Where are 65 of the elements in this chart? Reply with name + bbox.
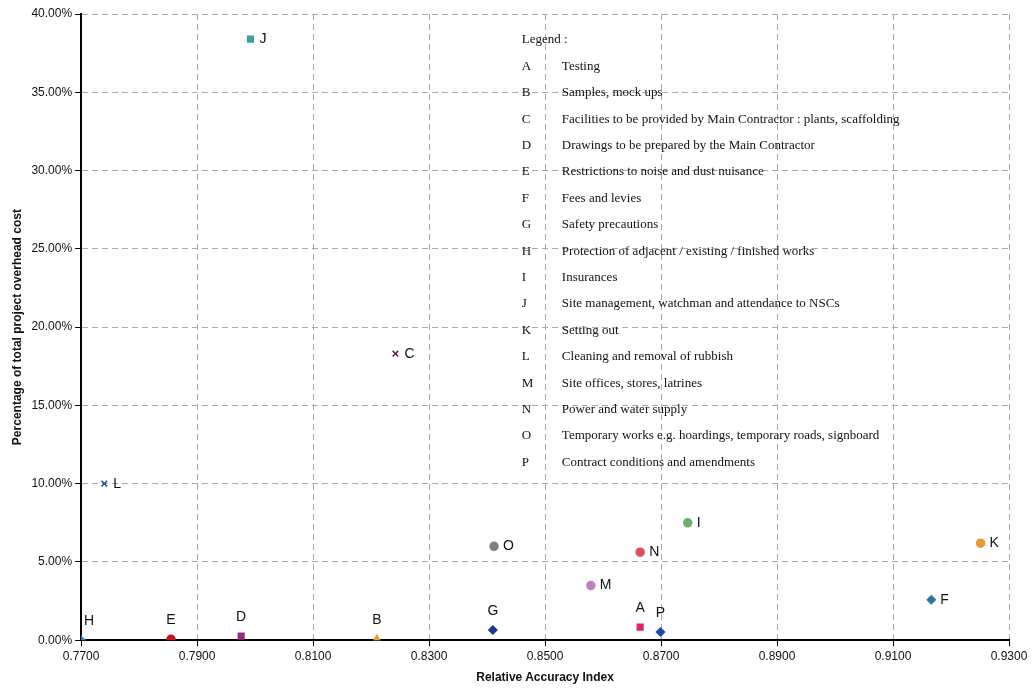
- text: N Power and water supply: [521, 401, 688, 417]
- x-axis-title: Relative Accuracy Index: [476, 670, 615, 685]
- series-label: N: [649, 543, 660, 560]
- series-label: O: [503, 537, 515, 554]
- series-label: D: [236, 607, 247, 624]
- series-label: K: [989, 534, 1000, 550]
- y-tick-label: 15.00%: [31, 397, 73, 412]
- series-label: C: [404, 344, 415, 361]
- series-label: E: [166, 611, 176, 628]
- series-label: I: [696, 513, 701, 530]
- text: K Setting out: [521, 321, 619, 337]
- y-tick-label: 40.00%: [31, 6, 73, 21]
- y-axis-title: Percentage of total project overhead cost: [9, 209, 24, 446]
- point: [246, 35, 255, 43]
- x-tick-label: 0.9300: [990, 648, 1028, 663]
- text: M Site offices, stores, latrines: [521, 374, 703, 390]
- point: [489, 541, 499, 552]
- y-tick-label: 20.00%: [31, 319, 73, 334]
- x-tick-label: 0.8900: [758, 648, 796, 663]
- text: B Samples, mock ups: [521, 84, 663, 100]
- series-label: P: [655, 603, 666, 620]
- text: H Protection of adjacent / existing / finished works: [521, 242, 815, 258]
- y-tick-label: 35.00%: [31, 84, 73, 99]
- x-tick-label: 0.7900: [178, 648, 216, 663]
- point: [926, 595, 937, 605]
- series-label: A: [635, 598, 646, 615]
- x-tick-label: 0.8500: [526, 648, 564, 663]
- text: C Facilities to be provided by Main Contractor : plants, scaffolding: [521, 110, 900, 126]
- text: J Site management, watchman and attendance to NSCs: [521, 295, 840, 311]
- text: A Testing: [521, 57, 600, 73]
- series-label: F: [940, 590, 949, 607]
- text: P Contract conditions and amendments: [521, 453, 756, 469]
- series-label: G: [487, 601, 499, 618]
- point: [635, 547, 645, 557]
- y-tick-label: 30.00%: [31, 162, 73, 177]
- y-tick-label: 0.00%: [38, 632, 73, 647]
- y-tick-label: 25.00%: [31, 241, 73, 256]
- point: [237, 632, 245, 640]
- x-tick-label: 0.9100: [874, 648, 912, 663]
- series-label: B: [372, 611, 382, 628]
- point: [586, 580, 596, 591]
- series-label: M: [599, 576, 612, 593]
- text: O Temporary works e.g. hoardings, temporary roads, signboard: [521, 427, 880, 443]
- x-tick-label: 0.8300: [410, 648, 448, 663]
- annotation: Legend :: [521, 31, 568, 47]
- text: L Cleaning and removal of rubbish: [521, 348, 733, 364]
- series-label: L: [113, 474, 122, 491]
- point: [975, 538, 986, 548]
- text: I Insurances: [521, 269, 618, 285]
- point: [636, 623, 644, 631]
- text: F Fees and levies: [521, 189, 642, 205]
- point: [166, 634, 176, 641]
- x-tick-label: 0.8100: [294, 648, 332, 663]
- text: E Restrictions to noise and dust nuisance: [521, 163, 764, 179]
- y-tick-label: 10.00%: [31, 475, 73, 490]
- text: G Safety precautions: [521, 216, 659, 232]
- x-tick-label: 0.7700: [62, 648, 100, 663]
- point: [488, 625, 498, 635]
- series-label: H: [84, 612, 95, 629]
- text: D Drawings to be prepared by the Main Contractor: [521, 137, 815, 153]
- point: [682, 518, 693, 528]
- y-tick-label: 5.00%: [38, 554, 73, 569]
- series-label: J: [259, 29, 267, 46]
- x-tick-label: 0.8700: [642, 648, 680, 663]
- point: [655, 627, 666, 637]
